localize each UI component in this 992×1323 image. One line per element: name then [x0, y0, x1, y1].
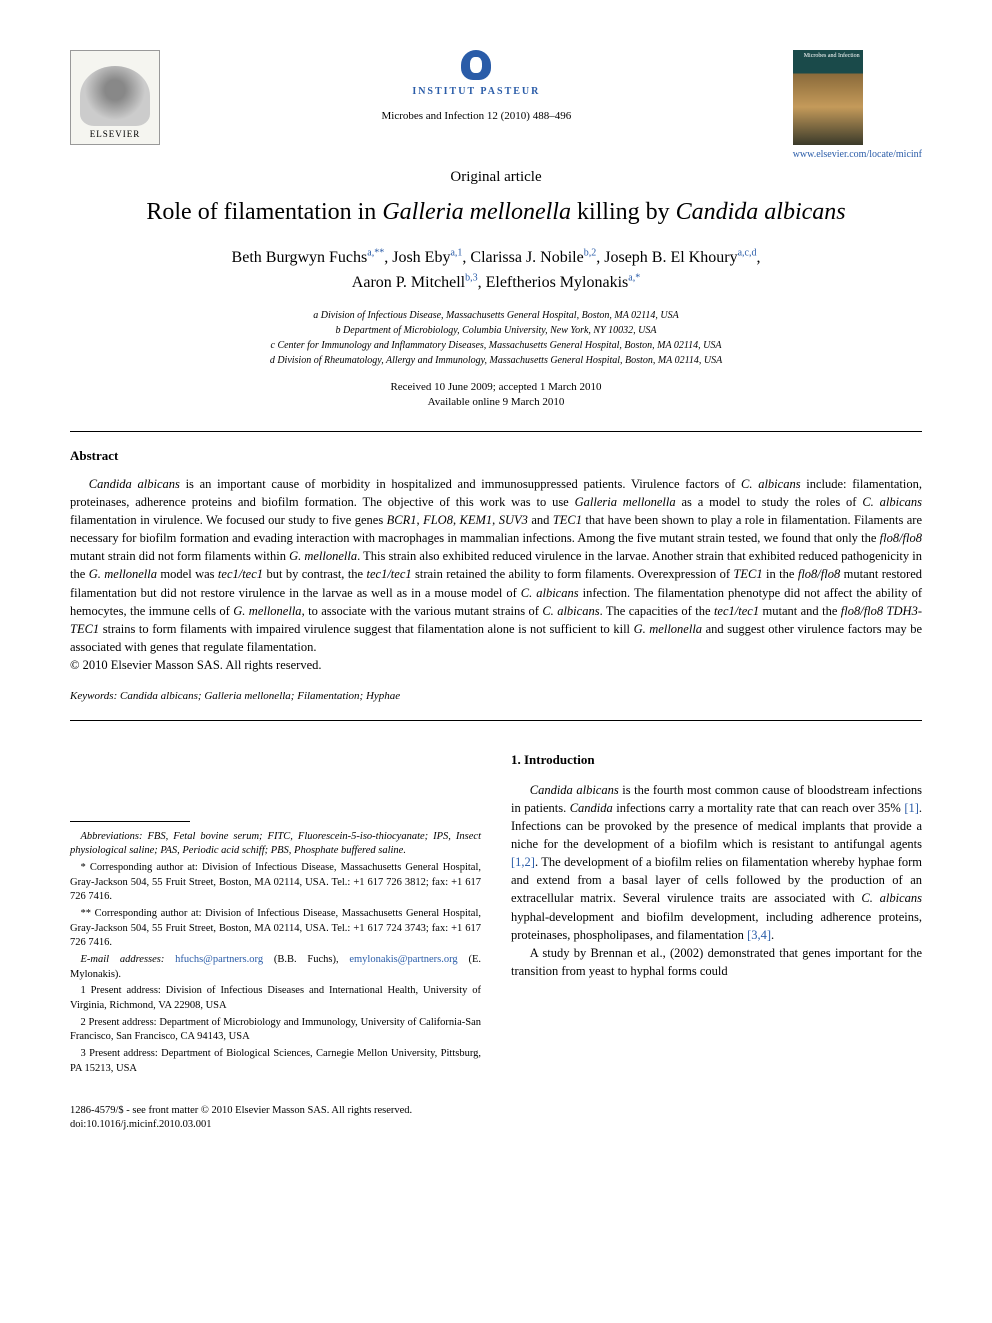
author-5: Aaron P. Mitchell [352, 274, 465, 291]
article-title: Role of filamentation in Galleria mellon… [70, 196, 922, 230]
affil-d: d Division of Rheumatology, Allergy and … [70, 353, 922, 368]
citation-line: Microbes and Infection 12 (2010) 488–496 [381, 109, 571, 124]
rule-top [70, 431, 922, 432]
pasteur-text: INSTITUT PASTEUR [381, 85, 571, 99]
footnote-corr1: * Corresponding author at: Division of I… [70, 861, 481, 905]
journal-cover[interactable]: Microbes and Infection [793, 50, 863, 145]
elsevier-logo[interactable]: ELSEVIER [70, 50, 160, 145]
email-2-link[interactable]: emylonakis@partners.org [349, 954, 457, 965]
elsevier-block: ELSEVIER [70, 50, 160, 145]
intro-p1: Candida albicans is the fourth most comm… [511, 781, 922, 944]
article-type: Original article [70, 167, 922, 188]
elsevier-text: ELSEVIER [90, 128, 141, 141]
journal-url-link[interactable]: www.elsevier.com/locate/micinf [793, 148, 922, 162]
footnote-1: 1 Present address: Division of Infectiou… [70, 984, 481, 1013]
date-received: Received 10 June 2009; accepted 1 March … [70, 380, 922, 395]
author-3: , Clarissa J. Nobile [462, 249, 583, 266]
abstract-text: Candida albicans is an important cause o… [70, 475, 922, 656]
footer-line1: 1286-4579/$ - see front matter © 2010 El… [70, 1104, 922, 1119]
author-1-sup[interactable]: a,** [367, 247, 384, 258]
date-online: Available online 9 March 2010 [70, 395, 922, 410]
journal-block: Microbes and Infection www.elsevier.com/… [793, 50, 922, 162]
title-mid: killing by [571, 199, 676, 225]
footnotes-rule [70, 821, 190, 822]
two-column-layout: Abbreviations: FBS, Fetal bovine serum; … [70, 751, 922, 1079]
footnote-2: 2 Present address: Department of Microbi… [70, 1016, 481, 1045]
affiliations: a Division of Infectious Disease, Massac… [70, 308, 922, 368]
header-row: ELSEVIER INSTITUT PASTEUR Microbes and I… [70, 50, 922, 162]
author-2-sup[interactable]: a,1 [450, 247, 462, 258]
author-4: , Joseph B. El Khoury [596, 249, 737, 266]
footnote-abbrev-text: Abbreviations: FBS, Fetal bovine serum; … [70, 831, 481, 857]
footnote-abbrev: Abbreviations: FBS, Fetal bovine serum; … [70, 830, 481, 859]
rule-bottom [70, 720, 922, 721]
author-3-sup[interactable]: b,2 [584, 247, 597, 258]
intro-p2: A study by Brennan et al., (2002) demons… [511, 944, 922, 980]
abstract-label: Abstract [70, 447, 922, 465]
email-1-who: (B.B. Fuchs), [263, 954, 349, 965]
keywords-text: Candida albicans; Galleria mellonella; F… [117, 690, 400, 702]
pasteur-logo-icon [461, 50, 491, 80]
author-5-sup[interactable]: b,3 [465, 273, 478, 284]
author-6-sup[interactable]: a,* [628, 273, 640, 284]
cover-title: Microbes and Infection [804, 52, 860, 60]
affil-c: c Center for Immunology and Inflammatory… [70, 338, 922, 353]
title-italic-1: Galleria mellonella [382, 199, 571, 225]
intro-heading: 1. Introduction [511, 751, 922, 769]
footer: 1286-4579/$ - see front matter © 2010 El… [70, 1104, 922, 1133]
footnote-emails: E-mail addresses: hfuchs@partners.org (B… [70, 953, 481, 982]
footer-line2: doi:10.1016/j.micinf.2010.03.001 [70, 1118, 922, 1133]
affil-a: a Division of Infectious Disease, Massac… [70, 308, 922, 323]
authors-block: Beth Burgwyn Fuchsa,**, Josh Ebya,1, Cla… [70, 245, 922, 296]
keywords-line: Keywords: Candida albicans; Galleria mel… [70, 689, 922, 704]
title-italic-2: Candida albicans [676, 199, 846, 225]
email-label: E-mail addresses: [81, 954, 176, 965]
author-6: , Eleftherios Mylonakis [478, 274, 629, 291]
email-1-link[interactable]: hfuchs@partners.org [175, 954, 263, 965]
left-column: Abbreviations: FBS, Fetal bovine serum; … [70, 751, 481, 1079]
author-2: , Josh Eby [384, 249, 450, 266]
elsevier-tree-icon [80, 66, 150, 126]
keywords-label: Keywords: [70, 690, 117, 702]
title-pre: Role of filamentation in [146, 199, 382, 225]
author-4-sup[interactable]: a,c,d [738, 247, 757, 258]
abstract-copyright: © 2010 Elsevier Masson SAS. All rights r… [70, 656, 922, 674]
footnote-3: 3 Present address: Department of Biologi… [70, 1047, 481, 1076]
footnote-corr2: ** Corresponding author at: Division of … [70, 907, 481, 951]
dates-block: Received 10 June 2009; accepted 1 March … [70, 380, 922, 411]
right-column: 1. Introduction Candida albicans is the … [511, 751, 922, 1079]
pasteur-block: INSTITUT PASTEUR Microbes and Infection … [381, 50, 571, 139]
affil-b: b Department of Microbiology, Columbia U… [70, 323, 922, 338]
author-1: Beth Burgwyn Fuchs [232, 249, 368, 266]
